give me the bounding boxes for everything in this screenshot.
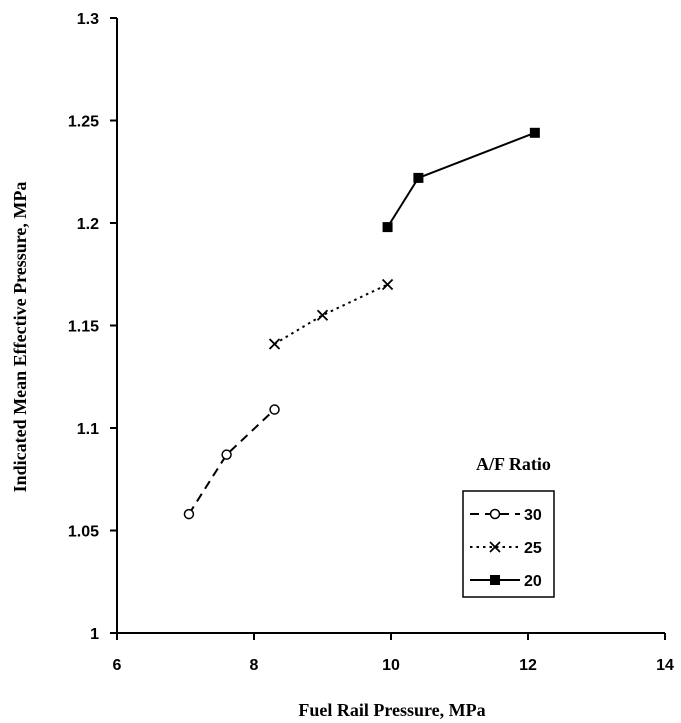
legend-title: A/F Ratio — [476, 454, 551, 474]
plot-area — [183, 127, 540, 520]
data-point — [529, 127, 540, 138]
x-tick-label: 14 — [656, 657, 674, 674]
data-point — [269, 404, 280, 415]
legend-marker — [490, 575, 500, 585]
series-30 — [183, 404, 280, 520]
data-point — [381, 278, 394, 291]
y-tick-label: 1 — [90, 626, 99, 643]
y-axis-title: Indicated Mean Effective Pressure, MPa — [10, 182, 30, 493]
series-20 — [382, 127, 540, 233]
marker-stroke — [489, 541, 501, 553]
series-25 — [268, 278, 394, 350]
series-line — [274, 283, 389, 345]
data-point — [268, 338, 281, 350]
legend-label: 25 — [524, 540, 542, 557]
y-tick-label: 1.1 — [77, 421, 99, 438]
marker-stroke — [268, 338, 281, 350]
x-axis-title: Fuel Rail Pressure, MPa — [298, 700, 485, 720]
y-tick-label: 1.25 — [68, 114, 99, 131]
data-point — [316, 309, 329, 321]
x-tick-label: 12 — [519, 657, 537, 674]
legend-marker — [489, 508, 501, 520]
legend-label: 30 — [524, 507, 542, 524]
data-point — [382, 222, 393, 233]
data-point — [413, 172, 424, 183]
y-tick-label: 1.05 — [68, 524, 99, 541]
data-point — [183, 508, 195, 520]
marker-stroke — [316, 309, 329, 321]
y-tick-label: 1.15 — [68, 319, 99, 336]
legend-item-20: 20 — [470, 573, 542, 590]
legend-marker — [489, 541, 501, 553]
x-tick-label: 8 — [250, 657, 259, 674]
x-tick-label: 6 — [113, 657, 122, 674]
legend-item-25: 25 — [470, 540, 542, 557]
x-tick-label: 10 — [382, 657, 400, 674]
legend-item-30: 30 — [470, 507, 542, 524]
legend-label: 20 — [524, 573, 542, 590]
axes: 6 8 10 12 14 1 1.05 1.1 1.15 1.2 1.25 1.3 — [68, 11, 674, 674]
series-line — [188, 408, 276, 515]
marker-stroke — [381, 278, 394, 291]
y-tick-label: 1.3 — [77, 11, 99, 28]
y-tick-label: 1.2 — [77, 216, 99, 233]
data-point — [221, 449, 232, 460]
series-line — [386, 131, 536, 228]
legend: A/F Ratio 30 25 20 — [462, 454, 555, 598]
